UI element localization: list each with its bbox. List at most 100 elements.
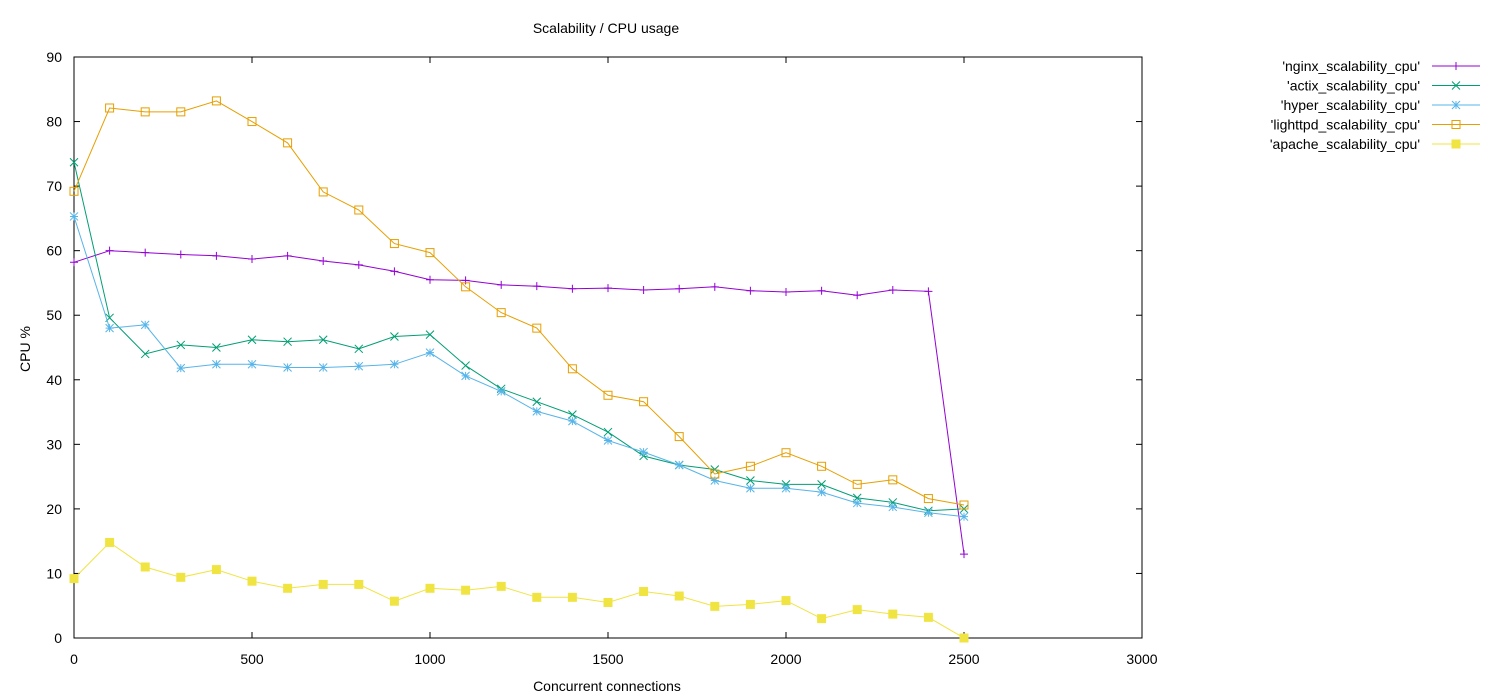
- x-tick-label: 2500: [948, 651, 979, 667]
- x-tick-label: 1000: [414, 651, 445, 667]
- data-point: [69, 212, 79, 221]
- legend-marker: [1451, 120, 1461, 129]
- data-point: [140, 562, 150, 572]
- data-point: [141, 248, 150, 257]
- data-point: [496, 387, 506, 396]
- series-2: [69, 212, 969, 521]
- data-point: [354, 344, 364, 354]
- data-point: [425, 248, 435, 258]
- data-point: [176, 107, 186, 117]
- data-point: [247, 335, 257, 345]
- x-tick-label: 2000: [770, 651, 801, 667]
- data-point: [746, 476, 755, 485]
- series-4: [69, 537, 969, 643]
- data-point: [283, 251, 292, 260]
- data-point: [140, 320, 150, 330]
- data-point: [603, 390, 613, 400]
- y-axis-label: CPU %: [17, 326, 33, 372]
- y-tick-label: 80: [46, 114, 62, 130]
- y-tick-label: 0: [54, 630, 62, 646]
- data-point: [69, 574, 79, 584]
- data-point: [461, 282, 471, 292]
- series-1: [69, 157, 969, 516]
- series-line: [73, 250, 965, 555]
- data-point: [674, 432, 684, 442]
- data-point: [532, 282, 541, 291]
- data-point: [567, 364, 577, 374]
- data-point: [568, 416, 577, 426]
- data-point: [923, 494, 933, 504]
- data-point: [70, 258, 78, 267]
- legend-marker: [1451, 139, 1461, 149]
- data-point: [532, 407, 542, 416]
- data-point: [283, 138, 293, 148]
- data-point: [710, 282, 719, 291]
- data-point: [817, 614, 827, 624]
- series-line: [73, 162, 965, 512]
- y-tick-label: 60: [46, 243, 62, 259]
- data-point: [318, 579, 328, 589]
- data-point: [710, 601, 720, 611]
- data-point: [105, 537, 115, 547]
- legend-entry: 'nginx_scalability_cpu': [1282, 58, 1480, 74]
- data-point: [532, 592, 542, 602]
- data-point: [212, 251, 221, 260]
- x-tick-label: 3000: [1126, 651, 1157, 667]
- data-point: [603, 436, 613, 445]
- legend-label: 'lighttpd_scalability_cpu': [1271, 117, 1420, 133]
- data-point: [247, 576, 257, 586]
- data-point: [603, 597, 613, 607]
- data-point: [924, 287, 933, 296]
- data-point: [817, 487, 826, 497]
- data-point: [176, 363, 186, 373]
- legend-label: 'actix_scalability_cpu': [1287, 78, 1420, 94]
- data-point: [212, 359, 221, 369]
- legend-marker: [1451, 100, 1461, 110]
- data-point: [567, 592, 577, 602]
- plot-frame: [73, 56, 1143, 639]
- data-point: [675, 284, 684, 293]
- plot-area: 0 10 20 30 40 50 60 70 80 90 0 500 1000 1500 2000 2500 3…: [46, 49, 1157, 667]
- data-point: [283, 583, 293, 593]
- data-point: [212, 343, 221, 352]
- data-point: [354, 579, 364, 589]
- data-point: [782, 287, 790, 296]
- legend-entry: 'actix_scalability_cpu': [1287, 78, 1480, 94]
- y-tick-label: 30: [46, 436, 62, 452]
- data-point: [69, 186, 79, 196]
- data-point: [176, 250, 185, 259]
- data-point: [745, 599, 755, 609]
- data-point: [140, 349, 150, 359]
- data-point: [746, 286, 755, 295]
- data-point: [69, 157, 79, 167]
- data-point: [461, 371, 470, 381]
- data-point: [354, 260, 363, 269]
- data-point: [211, 565, 221, 575]
- data-point: [674, 460, 684, 470]
- data-point: [425, 348, 435, 358]
- data-point: [568, 284, 577, 293]
- series-0: [70, 246, 968, 559]
- data-point: [924, 508, 933, 518]
- data-point: [959, 500, 969, 510]
- data-point: [105, 246, 114, 255]
- legend-marker: [1451, 81, 1461, 90]
- data-point: [247, 117, 257, 127]
- data-point: [568, 410, 577, 419]
- data-point: [604, 284, 612, 293]
- data-point: [639, 587, 649, 597]
- x-tick-label: 0: [70, 651, 78, 667]
- data-point: [389, 596, 399, 606]
- data-point: [390, 267, 399, 276]
- data-point: [674, 591, 684, 601]
- legend-entry: 'hyper_scalability_cpu': [1281, 97, 1480, 113]
- data-point: [140, 107, 150, 117]
- data-point: [105, 103, 115, 113]
- chart-title: Scalability / CPU usage: [533, 20, 680, 36]
- data-point: [888, 502, 898, 512]
- x-axis-label: Concurrent connections: [533, 678, 681, 694]
- data-point: [496, 308, 506, 318]
- data-point: [853, 291, 862, 300]
